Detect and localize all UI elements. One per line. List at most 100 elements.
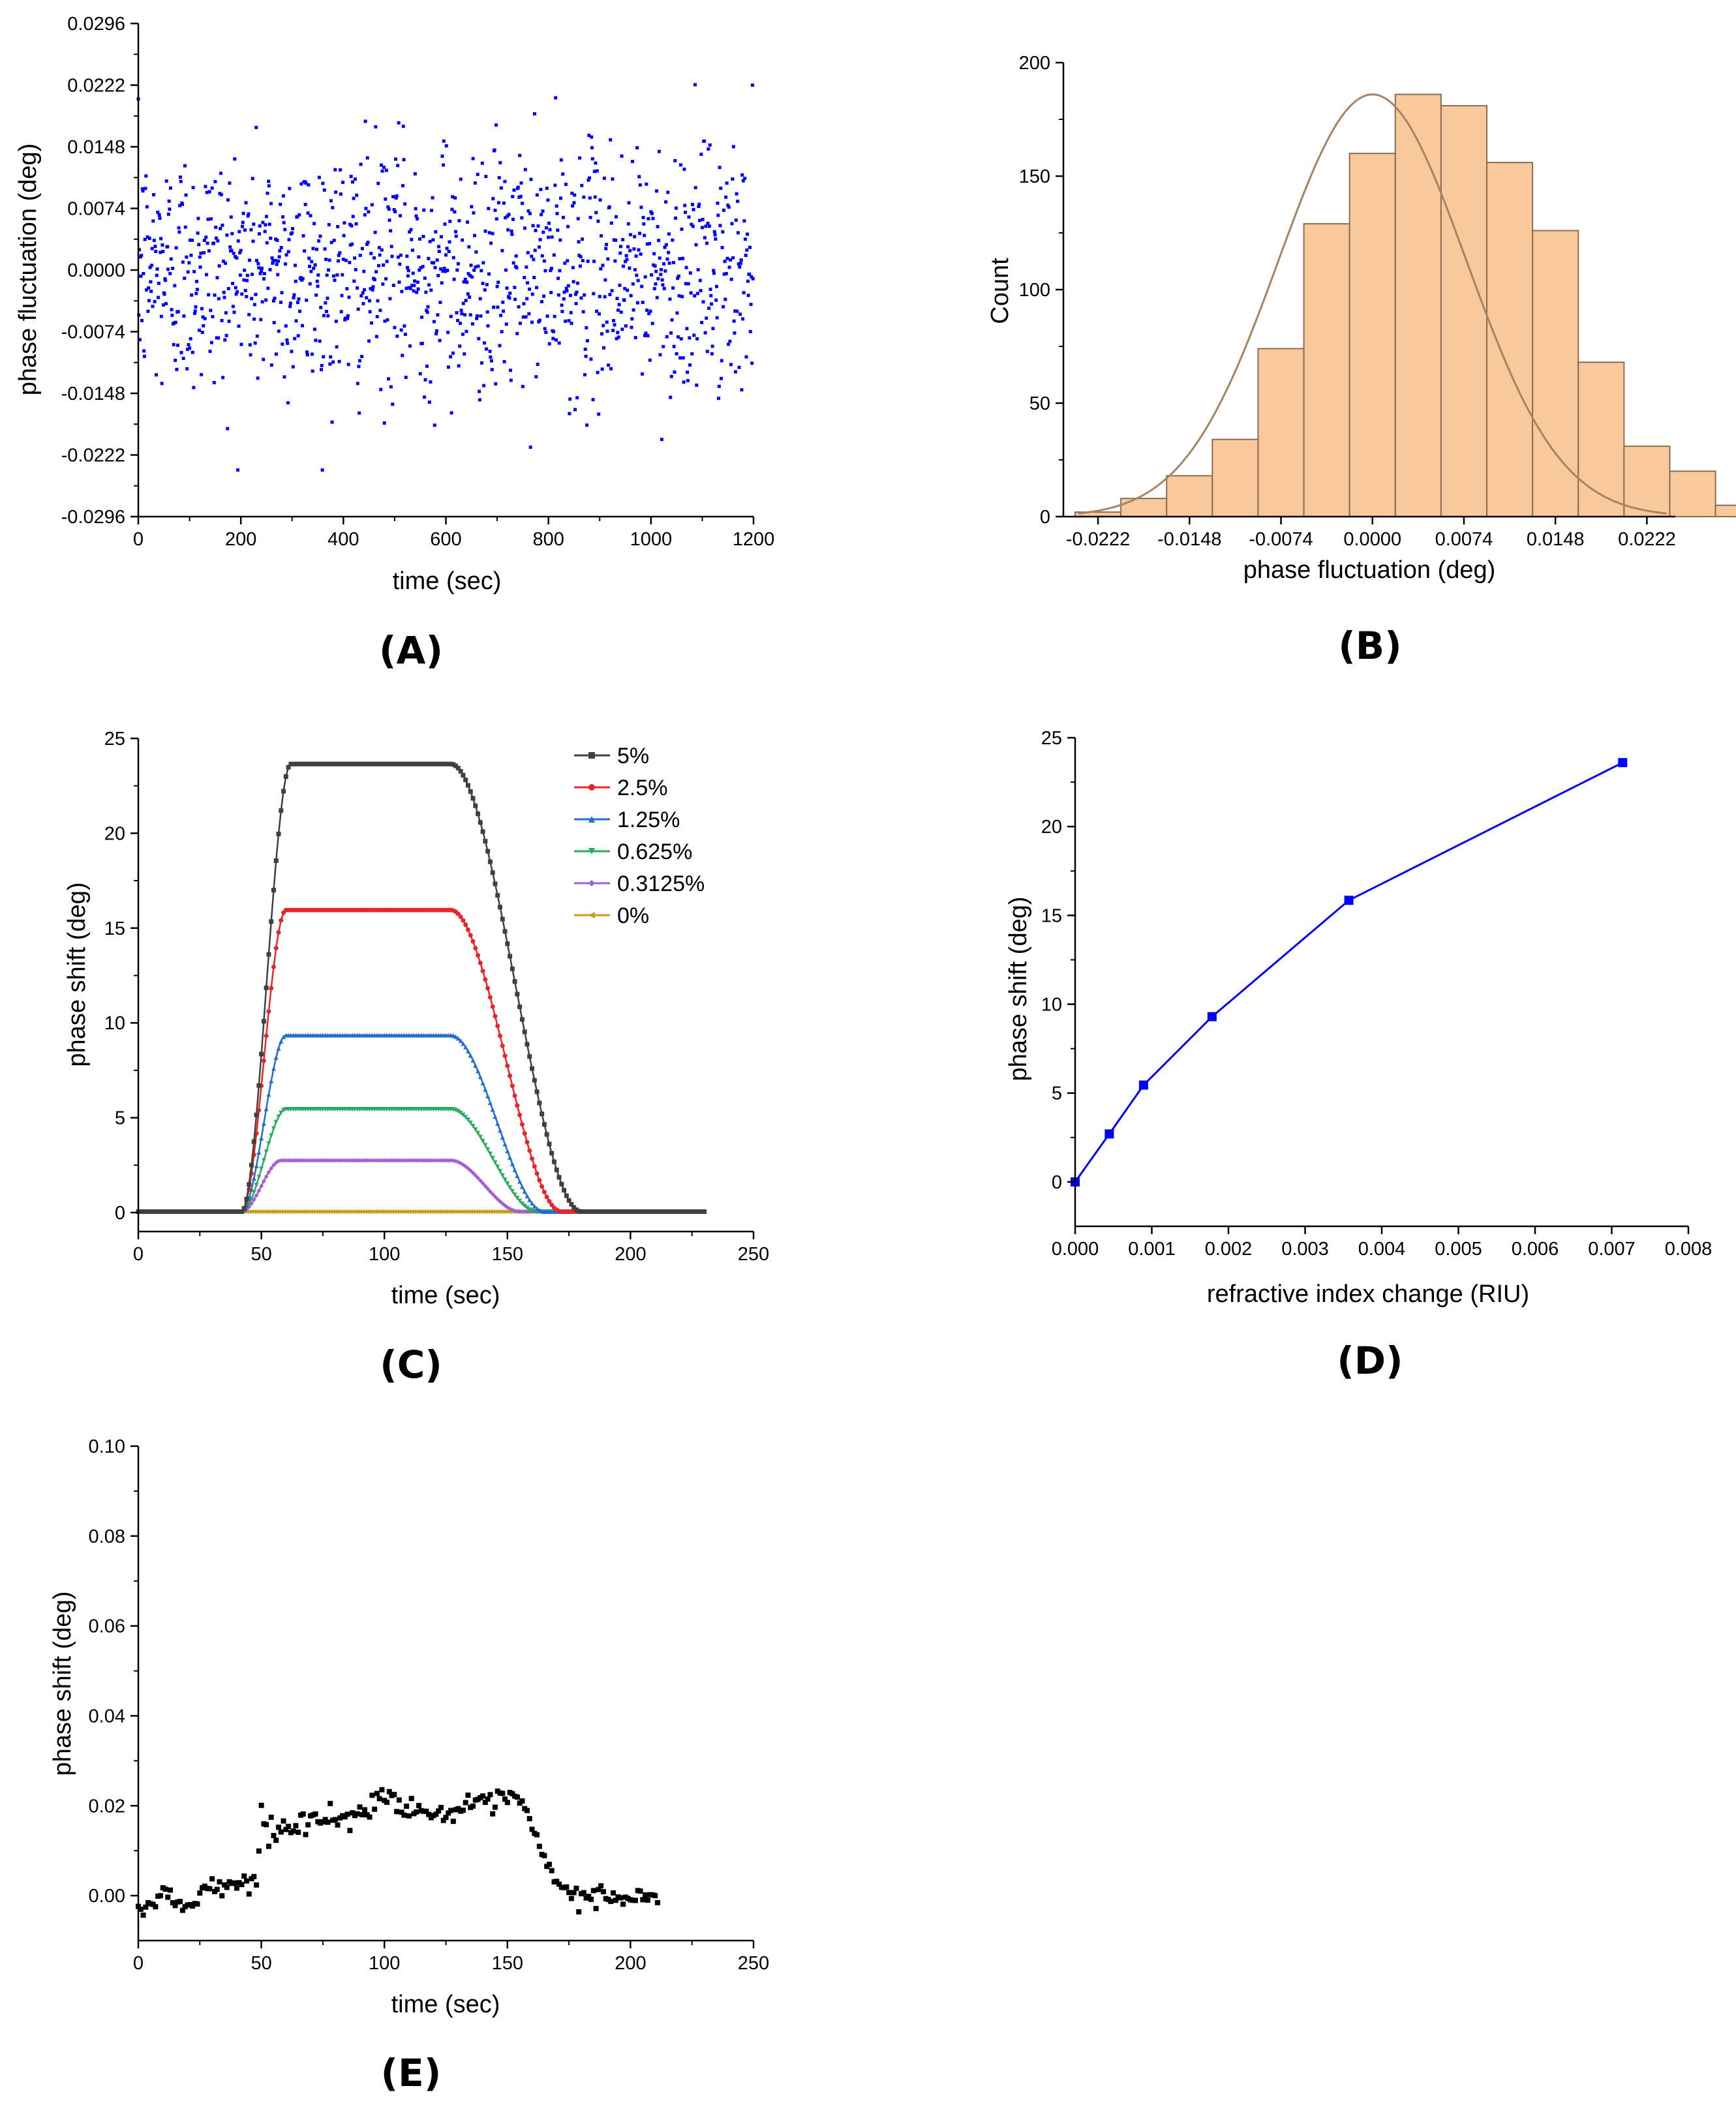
- data-point: [485, 282, 489, 286]
- data-point: [208, 350, 212, 354]
- data-point: [367, 1814, 373, 1820]
- data-point: [510, 1188, 515, 1194]
- data-point: [194, 292, 198, 295]
- panel-b-xlabel: phase fluctuation (deg): [1243, 556, 1496, 584]
- data-point: [497, 1033, 502, 1038]
- data-point: [190, 1209, 195, 1214]
- data-point: [215, 276, 219, 280]
- data-point: [525, 1193, 530, 1198]
- data-point: [598, 1883, 604, 1889]
- data-point: [276, 1824, 282, 1830]
- data-point: [141, 1209, 146, 1214]
- data-point: [421, 1209, 427, 1214]
- data-point: [615, 297, 619, 301]
- data-point: [488, 350, 492, 354]
- data-point: [223, 338, 227, 342]
- data-point: [388, 297, 392, 301]
- data-point: [363, 288, 367, 292]
- data-point: [738, 265, 742, 269]
- data-point: [269, 202, 273, 205]
- data-point: [377, 1209, 382, 1214]
- data-point: [359, 1158, 365, 1163]
- data-point: [613, 1898, 618, 1903]
- data-point: [458, 1209, 463, 1214]
- data-point: [689, 291, 693, 295]
- data-point: [330, 1209, 335, 1214]
- data-point: [561, 172, 565, 176]
- data-point: [618, 251, 622, 255]
- data-point: [453, 763, 459, 768]
- data-point: [721, 230, 725, 234]
- data-point: [443, 222, 447, 226]
- data-point: [224, 333, 228, 337]
- data-point: [206, 217, 210, 221]
- data-point: [232, 310, 236, 314]
- data-point: [350, 1158, 355, 1163]
- data-point: [320, 368, 324, 372]
- data-point: [437, 249, 441, 253]
- data-point: [313, 761, 318, 766]
- data-point: [476, 953, 481, 958]
- data-point: [493, 208, 497, 212]
- data-point: [600, 1889, 606, 1895]
- data-point: [508, 296, 511, 300]
- data-point: [140, 254, 144, 258]
- data-point: [387, 207, 391, 211]
- data-point: [331, 274, 335, 278]
- data-point: [625, 258, 629, 262]
- data-point: [307, 256, 311, 260]
- data-point: [463, 277, 467, 281]
- data-point: [638, 232, 642, 235]
- data-point: [396, 1797, 402, 1803]
- data-point: [535, 286, 539, 290]
- data-point: [357, 1209, 362, 1214]
- data-point: [384, 761, 389, 766]
- data-point: [593, 195, 597, 199]
- data-point: [565, 289, 569, 293]
- data-point: [459, 322, 463, 325]
- data-point: [397, 121, 401, 125]
- data-point: [371, 288, 374, 292]
- data-point: [264, 1106, 269, 1112]
- data-point: [500, 329, 504, 333]
- data-point: [487, 1100, 493, 1106]
- data-point: [264, 1209, 269, 1214]
- data-point: [276, 1209, 281, 1214]
- data-point: [168, 1209, 173, 1214]
- data-point: [564, 286, 568, 290]
- data-point: [322, 355, 326, 359]
- data-point: [680, 1209, 685, 1214]
- data-point: [468, 1209, 473, 1214]
- data-point: [573, 408, 577, 412]
- data-point: [188, 346, 192, 350]
- data-point: [258, 224, 262, 228]
- data-point: [251, 1139, 256, 1144]
- data-point: [312, 266, 316, 270]
- data-point: [624, 324, 628, 328]
- data-point: [205, 273, 209, 277]
- data-point: [419, 761, 424, 766]
- data-point: [522, 302, 526, 306]
- data-point: [384, 1799, 389, 1805]
- data-point: [271, 1832, 277, 1838]
- panel-d-series: [1071, 758, 1628, 1187]
- data-point: [615, 337, 618, 340]
- data-point: [582, 195, 586, 199]
- y-tick-label: 0: [115, 1203, 125, 1224]
- data-point: [416, 280, 419, 284]
- data-point: [174, 246, 178, 250]
- data-point: [179, 1907, 185, 1913]
- data-point: [192, 1209, 198, 1214]
- data-point: [281, 342, 284, 346]
- data-point: [561, 215, 565, 219]
- data-point: [541, 1189, 547, 1194]
- data-point: [276, 831, 281, 836]
- data-point: [276, 1114, 281, 1119]
- data-point: [512, 1192, 517, 1198]
- data-point: [154, 249, 158, 253]
- data-point: [480, 1793, 486, 1799]
- data-point: [290, 1828, 296, 1834]
- data-point: [635, 301, 639, 305]
- data-point: [502, 1053, 508, 1059]
- data-point: [544, 1194, 549, 1200]
